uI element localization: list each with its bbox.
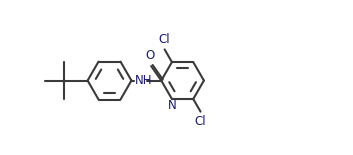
Text: N: N [168,99,176,112]
Text: Cl: Cl [195,115,207,128]
Text: O: O [145,49,155,62]
Text: Cl: Cl [159,33,170,46]
Text: NH: NH [134,74,152,87]
